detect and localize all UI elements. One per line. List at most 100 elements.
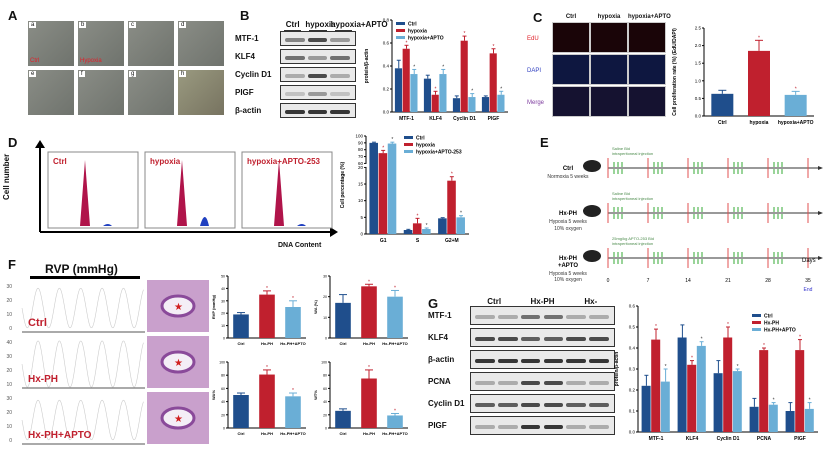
protein-band (330, 55, 350, 60)
group-oxygen: 10% oxygen (554, 277, 582, 283)
y-tick-label: 0.0 (383, 110, 390, 115)
y-tick-label: 70 (358, 154, 364, 159)
chart-f-wt-pct: 0 20 40 60 80 100 WT% Ctrl Hx-PH * Hx-PH+APTO * (313, 361, 408, 436)
y-axis-label: WA (%) (313, 300, 318, 314)
bar (403, 230, 413, 234)
legend-label: hypoxia (416, 143, 435, 149)
chart-g: 0.0 0.1 0.2 0.3 0.4 0.5 0.6 protein/β-actin MTF-… (614, 304, 818, 442)
y-tick-label: 20 (323, 295, 327, 299)
scale-bar (30, 276, 140, 279)
micrograph: h (177, 69, 225, 116)
group-condition: Hypoxia 5 weeks (549, 219, 587, 225)
y-tick-label: 0 (360, 232, 363, 237)
group-name: Ctrl (563, 166, 574, 172)
blot-row-label: PCNA (428, 377, 451, 386)
x-tick-label: Ctrl (340, 431, 347, 436)
x-tick-label: G2+M (445, 238, 459, 244)
significance-mark: * (500, 86, 502, 92)
significance-mark: * (426, 223, 428, 229)
y-axis-label: Cell percentage (%) (340, 161, 346, 208)
axis-break (363, 163, 466, 167)
g2m-peak (297, 224, 306, 226)
blot-strip (470, 394, 615, 413)
y-tick-label: 40 (221, 400, 225, 404)
blot-group-header: Hx-PH (518, 297, 566, 308)
protein-band (285, 109, 305, 114)
significance-mark: * (368, 279, 370, 285)
image-column-label: hypoxia (597, 14, 621, 20)
fluorescence-image (552, 86, 590, 117)
protein-band (475, 424, 495, 429)
pressure-waveform (21, 399, 144, 441)
blot-row-label: PIGF (235, 88, 254, 97)
significance-mark: * (737, 364, 739, 370)
bar (369, 142, 378, 234)
trace-tick: 30 (6, 284, 12, 290)
x-tick-label: Ctrl (238, 431, 245, 436)
bar (387, 296, 403, 338)
protein-band (307, 55, 328, 60)
panel-label-f: F (8, 257, 16, 272)
x-tick-label: Hx-PH (261, 431, 273, 436)
group-name: Hx-PH (559, 211, 577, 217)
bar (677, 337, 687, 432)
trace-label: Hx-PH (28, 374, 58, 385)
legend-label: Ctrl (408, 22, 417, 28)
micrograph-letter: g (129, 71, 137, 77)
trace-tick: 20 (6, 368, 12, 374)
mouse-icon (583, 160, 601, 172)
significance-mark: * (701, 337, 703, 343)
blot-strip (280, 85, 356, 100)
y-tick-label: 1.0 (695, 78, 702, 83)
protein-band (520, 402, 541, 407)
y-tick-label: 0.5 (629, 325, 636, 330)
x-tick-label: Hx-PH (261, 341, 273, 346)
x-tick-label: Hx-PH+APTO (382, 341, 407, 346)
bar (439, 74, 447, 112)
y-tick-label: 20 (323, 413, 327, 417)
trace-tick: 10 (6, 312, 12, 318)
arrowhead-icon (330, 227, 338, 237)
days-axis-label: Days (802, 258, 816, 264)
chart-f-wa: 0 10 20 30 WA (%) Ctrl Hx-PH * Hx-PH+APTO * (313, 275, 408, 346)
trace-label: Hx-PH+APTO (28, 430, 92, 441)
trace-tick: 30 (6, 354, 12, 360)
panel-label-d: D (8, 135, 18, 150)
bar (285, 307, 301, 338)
blot-row-label: PIGF (428, 421, 447, 430)
bar (748, 50, 770, 116)
bar (711, 93, 734, 116)
bar (651, 339, 661, 432)
panel-label-b: B (240, 8, 250, 23)
significance-mark: * (382, 145, 384, 151)
day-tick-label: 28 (765, 278, 771, 284)
y-tick-label: 0.1 (629, 409, 636, 414)
protein-band (543, 380, 564, 385)
y-tick-label: 10 (323, 316, 327, 320)
end-label: End (804, 287, 813, 293)
histogram-title: Ctrl (53, 157, 67, 166)
histogram-frame (47, 151, 139, 229)
protein-band (520, 380, 541, 385)
significance-mark: * (727, 322, 729, 328)
y-tick-label: 100 (355, 134, 363, 139)
x-tick-label: Ctrl (238, 341, 245, 346)
y-tick-label: 40 (221, 287, 225, 291)
micrograph: a Ctrl (27, 20, 75, 67)
mouse-icon (583, 205, 601, 217)
bar (481, 97, 490, 112)
x-tick-label: PCNA (757, 436, 772, 442)
micrograph-letter: d (179, 22, 187, 28)
protein-band (520, 336, 541, 341)
fluorescence-image (628, 86, 666, 117)
micrograph-letter: f (79, 71, 85, 77)
x-tick-label: Ctrl (718, 120, 727, 126)
y-axis-label: protein/β-actin (364, 49, 370, 84)
protein-band (589, 336, 609, 341)
blot-strip (280, 103, 356, 118)
bar (785, 411, 795, 432)
legend-label: hypoxia+APTO-253 (416, 150, 462, 156)
significance-mark: * (799, 335, 801, 341)
image-row-label: Merge (527, 100, 545, 106)
